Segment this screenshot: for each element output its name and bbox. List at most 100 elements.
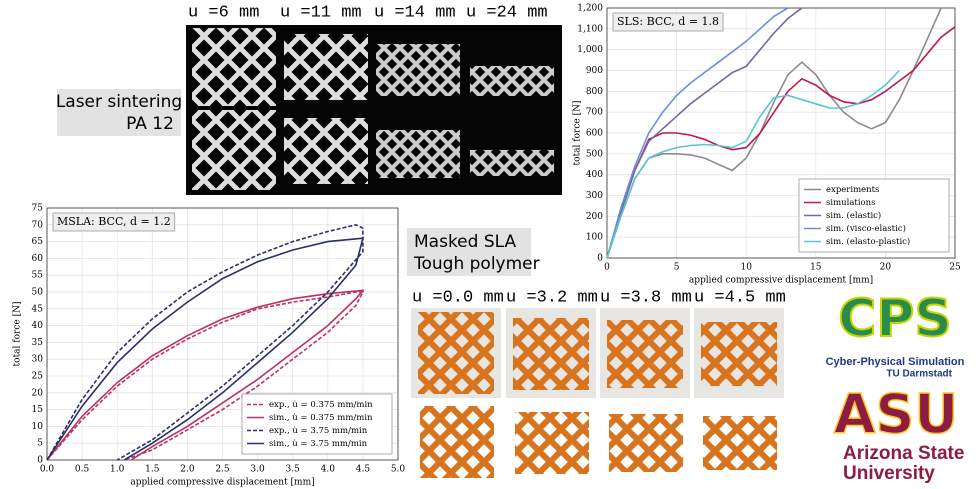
x-tick-label: 1.5 <box>145 465 160 475</box>
logo-text: Arizona State <box>843 443 964 464</box>
x-axis-label: applied compressive displacement [mm] <box>689 276 873 286</box>
x-tick-label: 25 <box>949 263 961 273</box>
y-tick-label: 500 <box>586 149 603 159</box>
y-tick-label: 100 <box>586 233 603 243</box>
y-tick-label: 300 <box>586 191 603 201</box>
y-tick-label: 20 <box>32 388 44 398</box>
annotation: SLS: BCC, d = 1.8 <box>617 15 719 28</box>
logo-mark: ASU <box>834 383 959 446</box>
label-box <box>407 228 531 276</box>
label-box <box>57 89 181 136</box>
y-tick-label: 35 <box>32 338 44 348</box>
material-label: Laser sintering <box>56 92 182 112</box>
logo-text: TU Darmstadt <box>886 369 952 380</box>
material-label: Masked SLA <box>414 232 516 252</box>
legend-label: sim. (elasto-plastic) <box>826 236 910 247</box>
x-tick-label: 10 <box>740 263 752 273</box>
series-line <box>46 223 364 461</box>
y-axis-label: total force [N] <box>13 302 23 367</box>
x-tick-label: 5 <box>674 263 680 273</box>
logo-mark: CPS <box>838 289 952 349</box>
legend-box <box>798 178 950 253</box>
annotation-box <box>612 12 724 32</box>
y-tick-label: 200 <box>586 212 603 222</box>
x-tick-label: 2.5 <box>215 465 230 475</box>
legend-label: sim., u̇ = 3.75 mm/min <box>269 439 368 449</box>
legend-box <box>241 393 393 455</box>
plot-frame <box>46 207 399 461</box>
legend-label: exp., u̇ = 3.75 mm/min <box>269 426 368 436</box>
y-tick-label: 5 <box>37 439 43 449</box>
x-tick-label: 4.0 <box>321 465 336 475</box>
msla-photos <box>411 308 784 478</box>
series-line <box>46 289 365 461</box>
series-line <box>606 26 956 259</box>
logo-text: University <box>843 463 935 484</box>
logo-text: Cyber-Physical Simulation <box>826 356 965 368</box>
x-tick-label: 4.5 <box>356 465 371 475</box>
cps-logo: CPS Cyber-Physical Simulation TU Darmsta… <box>826 288 965 380</box>
y-tick-label: 1,200 <box>577 4 603 14</box>
x-tick-label: 3.5 <box>286 465 301 475</box>
y-tick-label: 55 <box>32 271 44 281</box>
y-tick-label: 700 <box>586 108 603 118</box>
legend-label: sim. (visco-elastic) <box>826 223 906 234</box>
y-tick-label: 25 <box>32 372 44 382</box>
series-line <box>46 237 364 461</box>
y-tick-label: 1,100 <box>577 24 603 34</box>
y-tick-label: 1,000 <box>577 45 603 55</box>
y-tick-label: 45 <box>32 304 44 314</box>
state-label: u =3.8 mm <box>600 288 692 307</box>
x-tick-label: 0 <box>604 263 610 273</box>
x-tick-label: 5.0 <box>391 465 406 475</box>
series-line <box>606 7 803 259</box>
state-label: u =11 mm <box>280 3 362 22</box>
y-tick-label: 800 <box>586 87 603 97</box>
legend-label: exp., u̇ = 0.375 mm/min <box>269 400 373 410</box>
annotation-box <box>52 212 176 232</box>
y-tick-label: 600 <box>586 129 603 139</box>
y-tick-label: 50 <box>32 288 44 298</box>
legend-label: sim., u̇ = 0.375 mm/min <box>269 413 373 423</box>
y-tick-label: 40 <box>32 321 44 331</box>
sls-photos <box>186 25 562 195</box>
legend-label: simulations <box>826 198 876 208</box>
plot-frame <box>606 7 956 259</box>
asu-logo: ASU Arizona State University <box>833 382 964 484</box>
x-tick-label: 2.0 <box>180 465 195 475</box>
x-tick-label: 0.0 <box>40 465 55 475</box>
state-label: u =14 mm <box>374 3 456 22</box>
y-tick-label: 400 <box>586 170 603 180</box>
y-tick-label: 70 <box>32 220 44 230</box>
y-tick-label: 10 <box>32 422 44 432</box>
state-label: u =0.0 mm <box>412 288 504 307</box>
y-tick-label: 900 <box>586 66 603 76</box>
y-tick-label: 0 <box>597 254 603 264</box>
legend-label: experiments <box>826 185 879 195</box>
x-tick-label: 20 <box>880 263 892 273</box>
state-label: u =3.2 mm <box>506 288 598 307</box>
y-tick-label: 15 <box>32 405 44 415</box>
series-line <box>606 7 789 259</box>
x-tick-label: 15 <box>810 263 822 273</box>
series-line <box>606 69 900 259</box>
x-tick-label: 0.5 <box>75 465 90 475</box>
x-tick-label: 1.0 <box>110 465 125 475</box>
y-tick-label: 65 <box>32 237 44 247</box>
x-tick-label: 3.0 <box>250 465 265 475</box>
x-axis-label: applied compressive displacement [mm] <box>130 478 314 488</box>
y-axis-label: total force [N] <box>573 101 583 166</box>
state-label: u =4.5 mm <box>694 288 786 307</box>
material-label: PA 12 <box>126 114 174 134</box>
state-label: u =24 mm <box>466 3 548 22</box>
state-label: u =6 mm <box>188 3 259 22</box>
series-line <box>606 7 942 259</box>
material-label: Tough polymer <box>413 254 540 274</box>
y-tick-label: 60 <box>32 254 44 264</box>
y-tick-label: 30 <box>32 355 44 365</box>
annotation: MSLA: BCC, d = 1.2 <box>57 215 171 228</box>
legend-label: sim. (elastic) <box>826 210 881 221</box>
series-line <box>46 291 365 461</box>
y-tick-label: 75 <box>32 204 44 214</box>
